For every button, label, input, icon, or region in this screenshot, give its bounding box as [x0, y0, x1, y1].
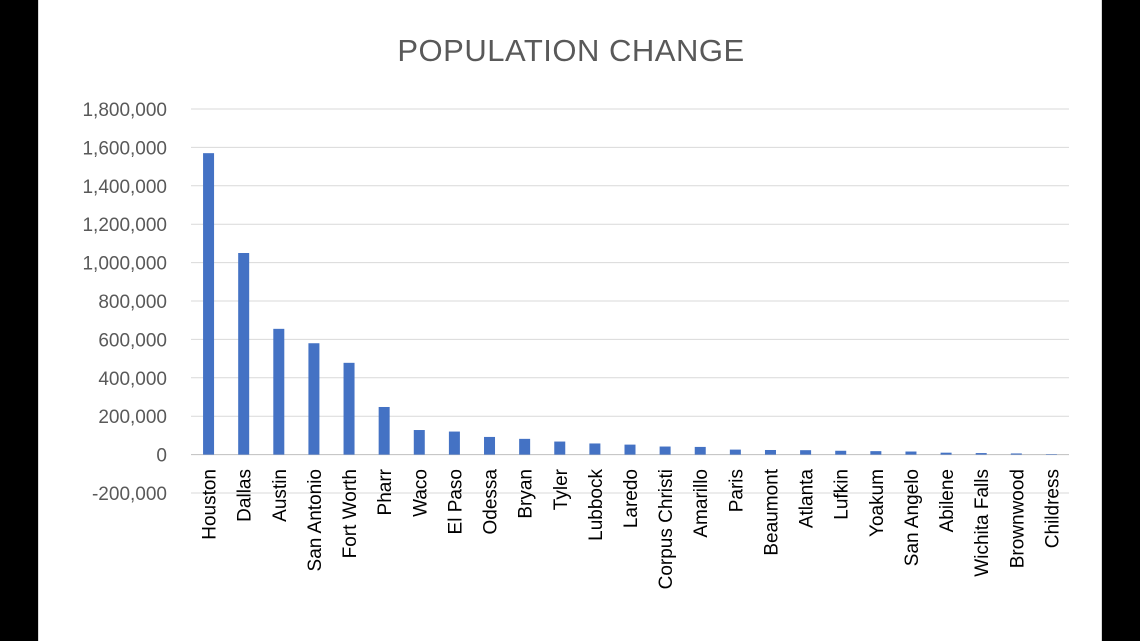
bar-chart: POPULATION CHANGE 1,800,000 1,600,000 1,40…	[82, 33, 1069, 589]
x-tick-label: Tyler	[551, 468, 572, 510]
bar	[694, 446, 706, 455]
x-tick-label: Corpus Christi	[656, 469, 677, 589]
y-axis-tick-labels: 1,800,000 1,600,000 1,400,000 1,200,000 1,00…	[82, 100, 167, 505]
bar	[764, 449, 776, 455]
y-tick-label: 1,400,000	[82, 177, 167, 198]
y-tick-label: 200,000	[98, 407, 167, 428]
bar	[308, 343, 320, 455]
x-tick-label: Bryan	[516, 469, 537, 519]
y-tick-label: 1,000,000	[82, 254, 167, 275]
bar	[659, 446, 671, 455]
bar	[343, 362, 355, 455]
y-tick-label: 400,000	[98, 369, 167, 390]
bar	[378, 406, 390, 455]
x-tick-label: San Antonio	[305, 469, 326, 571]
x-tick-label: Lubbock	[586, 469, 607, 541]
x-tick-label: Laredo	[621, 469, 642, 528]
bar	[413, 430, 425, 455]
y-tick-label: -200,000	[92, 484, 167, 505]
bar	[624, 444, 636, 455]
bar	[870, 451, 882, 455]
bar	[273, 328, 285, 455]
x-tick-label: Wichita Falls	[972, 469, 993, 577]
bar	[940, 452, 952, 455]
bar	[554, 441, 566, 455]
y-tick-label: 1,600,000	[82, 138, 167, 159]
x-tick-label: Dallas	[235, 469, 256, 522]
x-tick-label: Paris	[726, 469, 747, 512]
x-tick-label: Waco	[410, 469, 431, 517]
gridlines	[191, 108, 1069, 494]
x-tick-label: Houston	[200, 469, 221, 540]
bar	[484, 436, 496, 455]
x-axis-tick-labels: Houston Dallas Austin San Antonio Fort Worth…	[200, 468, 1064, 589]
y-tick-label: 600,000	[98, 330, 167, 351]
bar	[519, 438, 531, 455]
bars	[203, 153, 1057, 455]
y-tick-label: 1,200,000	[82, 215, 167, 236]
y-tick-label: 1,800,000	[82, 100, 167, 121]
x-tick-label: Atlanta	[797, 469, 818, 529]
x-tick-label: Amarillo	[691, 469, 712, 538]
bar	[905, 451, 917, 455]
x-tick-label: Lufkin	[832, 469, 853, 520]
chart-frame: POPULATION CHANGE 1,800,000 1,600,000 1,40…	[38, 0, 1102, 641]
bar	[1045, 454, 1057, 455]
chart-title: POPULATION CHANGE	[397, 33, 744, 68]
bar	[835, 450, 847, 455]
x-tick-label: Childress	[1042, 469, 1063, 548]
x-tick-label: Beaumont	[761, 468, 782, 555]
bar	[800, 450, 812, 455]
bar	[448, 431, 460, 455]
x-tick-label: Yoakum	[867, 469, 888, 537]
bar	[1010, 453, 1022, 455]
y-tick-label: 0	[156, 446, 167, 467]
x-tick-label: El Paso	[445, 469, 466, 534]
x-tick-label: San Angelo	[902, 469, 923, 566]
x-tick-label: Pharr	[375, 468, 396, 515]
bar	[238, 253, 250, 455]
bar	[589, 443, 601, 455]
x-tick-label: Odessa	[481, 469, 502, 535]
x-tick-label: Brownwood	[1007, 469, 1028, 568]
bar	[729, 449, 741, 455]
x-tick-label: Austin	[270, 469, 291, 522]
x-tick-label: Abilene	[937, 469, 958, 532]
x-tick-label: Fort Worth	[340, 469, 361, 558]
bar	[975, 453, 987, 455]
y-tick-label: 800,000	[98, 292, 167, 313]
bar	[203, 153, 215, 455]
